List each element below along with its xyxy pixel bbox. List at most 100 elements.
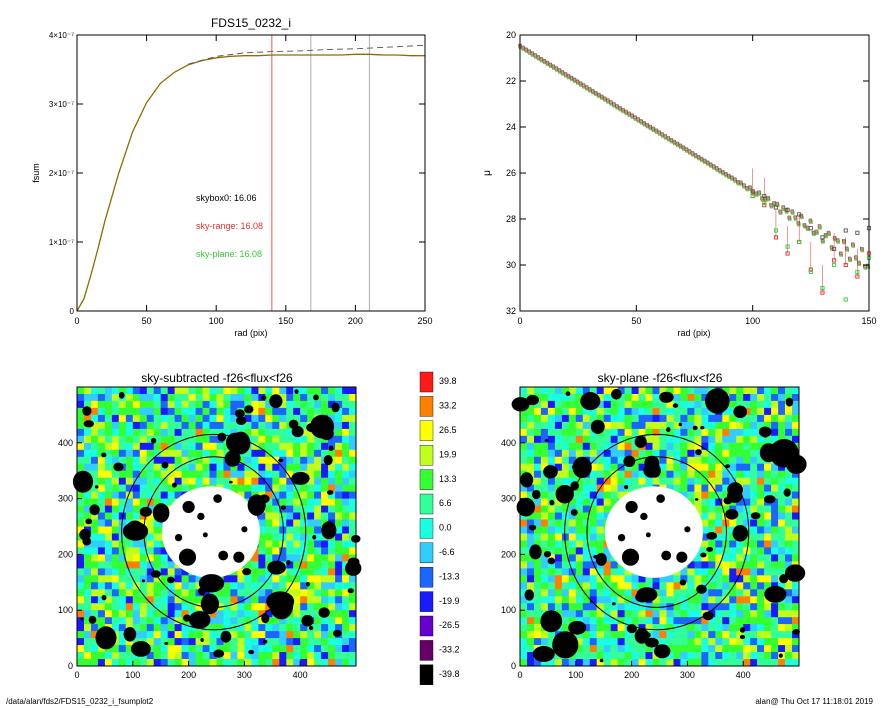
colorbar-swatch (419, 420, 434, 442)
pixel-cell (652, 421, 660, 430)
pixel-cell (307, 519, 315, 527)
pixel-cell (286, 428, 294, 437)
pixel-cell (596, 512, 604, 520)
mu-track-point (627, 111, 631, 116)
masked-source (291, 426, 304, 438)
pixel-cell (188, 477, 196, 485)
pixel-cell (589, 498, 598, 506)
pixel-cell (792, 484, 800, 492)
pixel-cell (84, 456, 92, 465)
pixel-cell (335, 652, 343, 660)
pixel-cell (764, 394, 772, 402)
mu-track-point (699, 156, 704, 161)
pixel-cell (202, 463, 210, 471)
mu-track-point (841, 239, 846, 243)
mu-track-point (817, 224, 822, 228)
pixel-cell (757, 519, 765, 527)
pixel-cell (202, 652, 210, 660)
pixel-cell (534, 400, 542, 409)
pixel-cell (603, 498, 611, 506)
pixel-cell (610, 470, 618, 478)
pixel-cell (244, 387, 252, 395)
pixel-cell (575, 428, 584, 437)
inner-ellipse (143, 456, 284, 608)
pixel-cell (785, 470, 793, 478)
pixel-cell (722, 449, 730, 458)
pixel-cell (743, 428, 751, 437)
pixel-cell (342, 547, 350, 555)
colorbar-swatch (419, 542, 434, 564)
pixel-cell (561, 526, 570, 534)
pixel-cell (84, 449, 92, 458)
pixel-cell (300, 554, 308, 562)
mu-track-point (554, 66, 558, 70)
pixel-cell (349, 645, 357, 653)
pixel-cell (188, 638, 196, 646)
pixel-cell (223, 589, 231, 597)
pixel-cell (125, 435, 134, 444)
pixel-cell (534, 589, 542, 597)
pixel-cell (279, 498, 287, 506)
pixel-cell (335, 526, 343, 534)
pixel-cell (554, 596, 563, 604)
pixel-cell (540, 463, 549, 471)
pixel-cell (181, 596, 189, 604)
pixel-cell (307, 470, 315, 478)
pixel-cell (272, 547, 280, 555)
pixel-cell (111, 456, 120, 465)
pixel-cell (84, 624, 92, 632)
pixel-cell (188, 596, 196, 604)
pixel-cell (321, 540, 329, 548)
pixel-cell (174, 568, 182, 576)
pixel-cell (596, 575, 604, 583)
pixel-cell (272, 659, 280, 667)
masked-source (549, 499, 555, 506)
pixel-cell (230, 659, 238, 667)
pixel-cell (568, 394, 577, 402)
pixel-cell (209, 442, 217, 451)
sky-plane-frame (519, 386, 800, 667)
pixel-cell (736, 610, 744, 618)
pixel-cell (743, 414, 751, 423)
pixel-cell (743, 498, 751, 506)
pixel-cell (104, 540, 113, 548)
pixel-cell (104, 428, 113, 437)
pixel-cell (687, 400, 695, 409)
pixel-cell (202, 442, 210, 451)
pixel-cell (687, 470, 695, 478)
pixel-cell (230, 477, 238, 485)
pixel-cell (279, 617, 287, 625)
pixel-cell (349, 456, 357, 465)
pixel-cell (701, 568, 709, 576)
pixel-cell (258, 652, 266, 660)
fsum-lines (76, 35, 426, 312)
pixel-cell (279, 421, 287, 430)
masked-source (261, 395, 267, 400)
pixel-cell (701, 421, 709, 430)
pixel-cell (153, 652, 161, 660)
pixel-cell (617, 624, 625, 632)
pixel-cell (547, 435, 556, 444)
pixel-cell (118, 568, 127, 576)
pixel-cell (349, 505, 357, 513)
pixel-cell (694, 561, 702, 569)
pixel-cell (118, 533, 127, 541)
pixel-cell (104, 589, 113, 597)
pixel-cell (84, 659, 92, 667)
pixel-cell (146, 631, 155, 639)
pixel-cell (722, 428, 730, 437)
pixel-cell (300, 659, 308, 667)
pixel-cell (778, 617, 786, 625)
pixel-cell (575, 652, 584, 660)
pixel-cell (520, 575, 528, 583)
pixel-cell (715, 484, 723, 492)
pixel-cell (540, 449, 549, 458)
pixel-cell (146, 568, 155, 576)
pixel-cell (84, 582, 92, 590)
pixel-cell (792, 610, 800, 618)
pixel-cell (687, 407, 695, 416)
pixel-cell (91, 442, 99, 451)
pixel-cell (764, 659, 772, 667)
mu-track-point (790, 209, 794, 213)
masked-source (286, 560, 291, 565)
